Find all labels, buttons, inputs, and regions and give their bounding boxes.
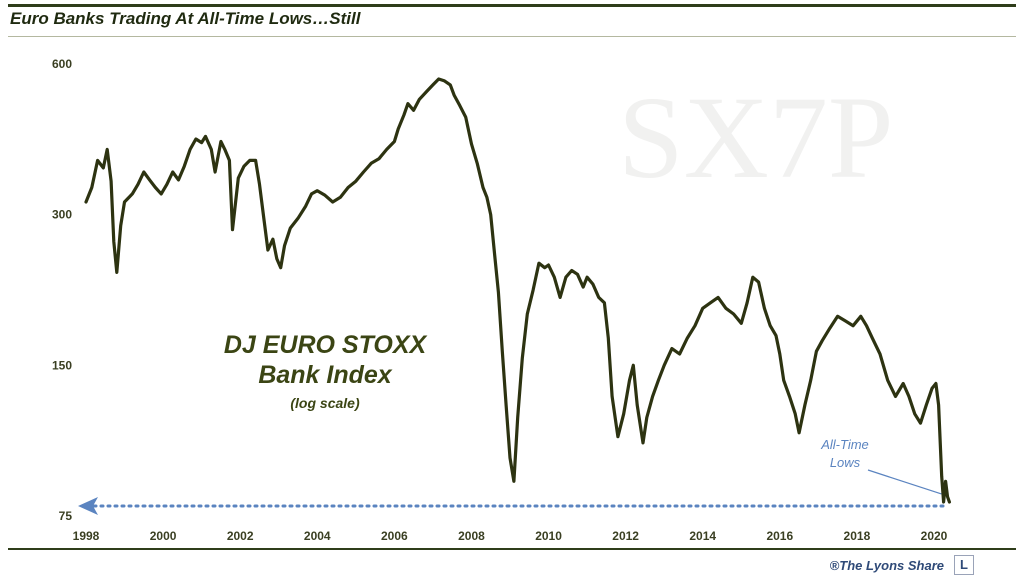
x-tick-label: 2004 bbox=[304, 529, 331, 543]
index-name-line-2: Bank Index bbox=[258, 361, 392, 389]
x-tick-label: 2016 bbox=[766, 529, 793, 543]
top-rule bbox=[8, 4, 1016, 7]
x-tick-label: 2006 bbox=[381, 529, 408, 543]
x-tick-label: 2002 bbox=[227, 529, 254, 543]
lyons-logo: L bbox=[954, 555, 974, 575]
x-tick-label: 2010 bbox=[535, 529, 562, 543]
watermark-text: SX7P bbox=[618, 72, 894, 203]
x-tick-label: 2012 bbox=[612, 529, 639, 543]
y-tick-label: 150 bbox=[52, 358, 72, 372]
chart-title: Euro Banks Trading At All-Time Lows…Stil… bbox=[10, 9, 361, 28]
low-callout-pointer bbox=[867, 469, 942, 495]
x-tick-label: 2008 bbox=[458, 529, 485, 543]
x-tick-label: 1998 bbox=[73, 529, 100, 543]
x-tick-label: 2000 bbox=[150, 529, 177, 543]
x-tick-label: 2014 bbox=[689, 529, 716, 543]
title-divider bbox=[8, 36, 1016, 37]
index-name-line-1: DJ EURO STOXX bbox=[223, 331, 427, 359]
credit-text: ®The Lyons Share bbox=[829, 558, 944, 573]
scale-note: (log scale) bbox=[290, 395, 360, 411]
series-line bbox=[84, 77, 952, 504]
all-time-low-label-1: All-Time bbox=[821, 437, 869, 452]
left-arrowhead bbox=[78, 497, 98, 515]
y-tick-label: 75 bbox=[59, 509, 73, 523]
x-tick-label: 2020 bbox=[921, 529, 948, 543]
y-tick-label: 600 bbox=[52, 57, 72, 71]
bottom-rule bbox=[8, 548, 1016, 550]
all-time-low-label-2: Lows bbox=[829, 455, 861, 470]
x-tick-label: 2018 bbox=[844, 529, 871, 543]
y-tick-label: 300 bbox=[52, 208, 72, 222]
